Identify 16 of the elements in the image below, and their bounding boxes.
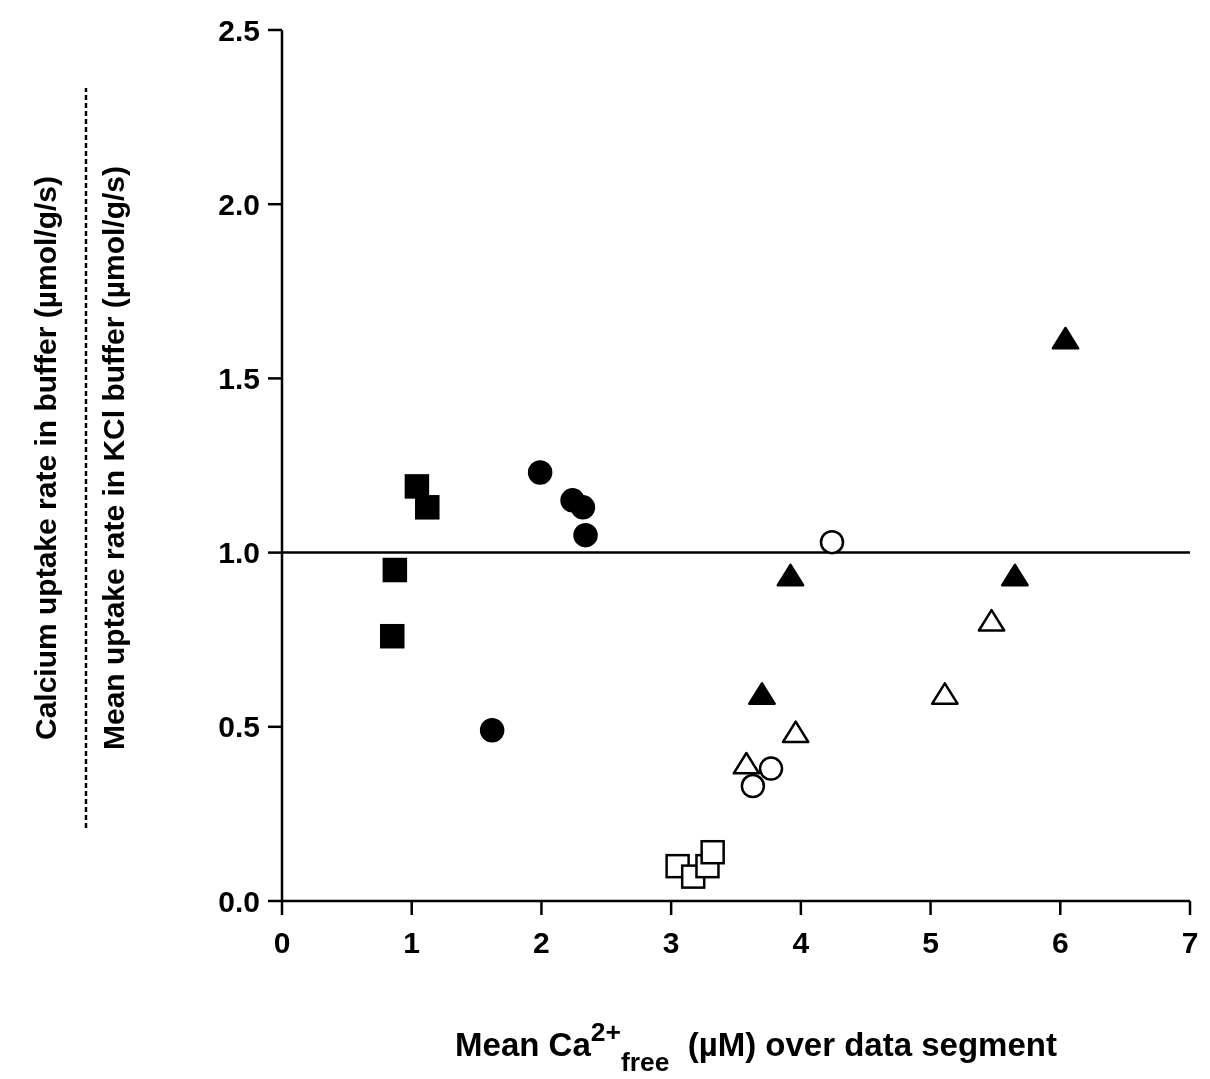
x-tick-label: 3 xyxy=(662,926,680,959)
x-tick-label: 7 xyxy=(1181,926,1199,959)
x-tick-label: 1 xyxy=(403,926,421,959)
y-tick-label: 2.0 xyxy=(218,187,260,221)
x-tick-label: 4 xyxy=(792,926,810,959)
x-tick-label: 6 xyxy=(1051,926,1069,959)
x-tick-label: 0 xyxy=(273,926,291,959)
x-tick-label: 5 xyxy=(922,926,939,959)
y-tick-label: 2.5 xyxy=(218,13,260,47)
y-tick-label: 1.5 xyxy=(218,361,260,395)
x-tick-label: 2 xyxy=(533,926,550,959)
x-axis-title: Mean Ca$^{2+}$$_{free}$ (µM) over data segment xyxy=(455,1017,1057,1077)
y-tick-label: 0.5 xyxy=(218,710,260,744)
y-axis-title: Calcium uptake rate in buffer (µmol/g/s) Mean uptake rate in KCl buffer (µmol/g/s) xyxy=(29,165,130,751)
y-tick-label: 1.0 xyxy=(218,536,260,570)
y-tick-label: 0.0 xyxy=(218,884,260,918)
